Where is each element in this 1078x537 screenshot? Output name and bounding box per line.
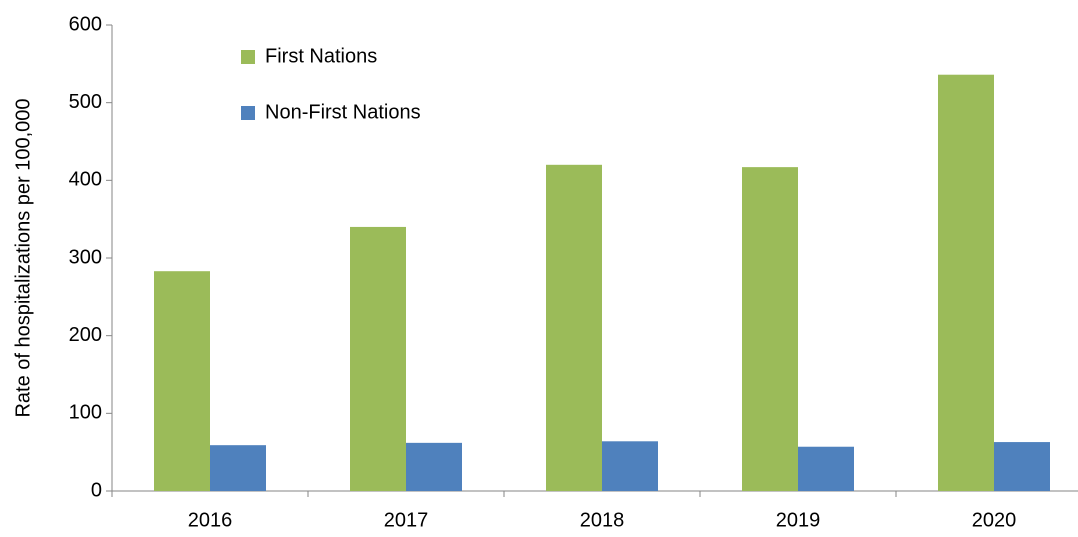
x-tick-label: 2020 [972, 509, 1017, 531]
y-tick-label: 300 [69, 246, 102, 268]
legend-label: First Nations [265, 45, 377, 67]
x-tick-label: 2018 [580, 509, 625, 531]
y-axis-label: Rate of hospitalizations per 100,000 [12, 98, 34, 417]
bar [938, 74, 994, 491]
bar [994, 442, 1050, 491]
bar [406, 442, 462, 491]
bar [798, 446, 854, 491]
legend-swatch [241, 106, 255, 120]
y-tick-label: 200 [69, 324, 102, 346]
legend-swatch [241, 50, 255, 64]
x-tick-label: 2016 [188, 509, 233, 531]
bar [350, 226, 406, 491]
bar [742, 167, 798, 491]
bar [546, 164, 602, 492]
legend-label: Non-First Nations [265, 101, 421, 123]
bar [210, 445, 266, 491]
y-tick-label: 400 [69, 169, 102, 191]
y-tick-label: 0 [91, 479, 102, 501]
y-tick-label: 600 [69, 13, 102, 35]
y-tick-label: 500 [69, 91, 102, 113]
x-tick-label: 2019 [776, 509, 821, 531]
bar [602, 441, 658, 491]
y-tick-label: 100 [69, 402, 102, 424]
bar [154, 271, 210, 491]
x-tick-label: 2017 [384, 509, 429, 531]
